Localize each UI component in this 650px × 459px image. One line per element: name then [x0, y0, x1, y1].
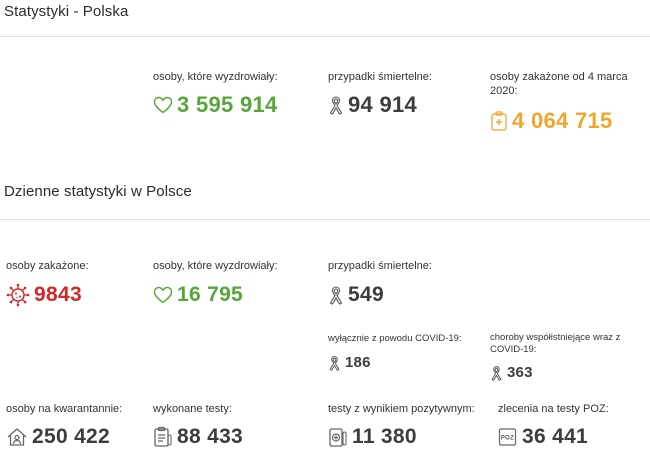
stat-label: osoby zakażone:: [6, 260, 89, 272]
ribbon-icon: [328, 285, 344, 305]
stat-daily-positive-tests: testy z wynikiem pozytywnym: 11 380: [328, 402, 475, 449]
stat-value: 186: [345, 354, 371, 371]
ribbon-icon: [328, 95, 344, 115]
stat-value: 9843: [34, 283, 82, 306]
stat-label: zlecenia na testy POZ:: [498, 403, 609, 415]
stat-daily-poz-orders: zlecenia na testy POZ: POZ 36 441: [498, 402, 609, 449]
stat-value: 3 595 914: [177, 92, 278, 117]
stat-value: 4 064 715: [512, 108, 613, 133]
ribbon-icon: [328, 355, 341, 371]
stat-value: 94 914: [348, 92, 418, 117]
section-title-poland: Statystyki - Polska: [4, 3, 129, 20]
test-tube-plus-icon: [328, 426, 348, 448]
stat-daily-deaths-comorbid: choroby współistniejące wraz z COVID-19:…: [490, 332, 640, 381]
stat-total-recovered: osoby, które wyzdrowiały: 3 595 914: [153, 70, 278, 118]
stat-label: wyłącznie z powodu COVID-19:: [328, 333, 462, 344]
stat-label: osoby na kwarantannie:: [6, 403, 123, 415]
stat-daily-infected: osoby zakażone: 9843: [6, 259, 89, 307]
stat-label: wykonane testy:: [153, 403, 232, 415]
stat-daily-deaths: przypadki śmiertelne: 549: [328, 259, 432, 307]
medical-clipboard-icon: [490, 110, 508, 132]
stat-label: przypadki śmiertelne:: [328, 260, 432, 272]
stat-daily-recovered: osoby, które wyzdrowiały: 16 795: [153, 259, 278, 307]
ribbon-icon: [490, 365, 503, 381]
stat-value: 36 441: [522, 425, 589, 448]
stat-total-deaths: przypadki śmiertelne: 94 914: [328, 70, 432, 118]
stat-daily-deaths-covid-only: wyłącznie z powodu COVID-19: 186: [328, 332, 462, 371]
house-person-icon: [6, 427, 28, 447]
virus-icon: [6, 283, 30, 307]
stat-label: choroby współistniejące wraz z COVID-19:: [490, 332, 621, 355]
stat-label: osoby zakażone od 4 marca 2020:: [490, 71, 628, 97]
poz-document-icon: POZ: [498, 427, 518, 447]
stat-value: 11 380: [352, 425, 417, 448]
test-clipboard-icon: [153, 426, 173, 448]
heart-icon: [153, 286, 173, 304]
stat-label: osoby, które wyzdrowiały:: [153, 71, 278, 83]
stat-value: 250 422: [32, 425, 111, 448]
stat-value: 363: [507, 364, 533, 381]
stat-label: osoby, które wyzdrowiały:: [153, 260, 278, 272]
stat-total-infected: osoby zakażone od 4 marca 2020: 4 064 71…: [490, 70, 630, 134]
stat-value: 16 795: [177, 283, 244, 306]
stat-label: przypadki śmiertelne:: [328, 71, 432, 83]
stat-label: testy z wynikiem pozytywnym:: [328, 403, 475, 415]
divider-middle: [0, 219, 650, 220]
stat-value: 88 433: [177, 425, 244, 448]
section-title-daily: Dzienne statystyki w Polsce: [4, 183, 192, 200]
stat-daily-quarantine: osoby na kwarantannie: 250 422: [6, 402, 122, 449]
heart-icon: [153, 96, 173, 114]
stat-value: 549: [348, 283, 384, 306]
stat-daily-tests: wykonane testy: 88 433: [153, 402, 243, 449]
divider-top: [0, 36, 650, 37]
poz-icon-text: POZ: [501, 436, 514, 442]
